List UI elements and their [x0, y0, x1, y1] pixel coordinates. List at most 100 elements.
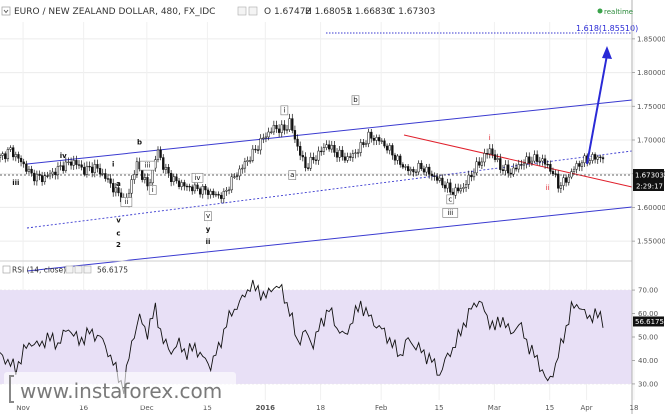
- rsi-tick-label: 70.00: [638, 287, 658, 295]
- candle: [499, 153, 502, 174]
- candle: [270, 127, 273, 135]
- candle: [325, 140, 328, 151]
- candle: [435, 172, 439, 184]
- candle: [233, 173, 236, 179]
- candle: [588, 158, 591, 166]
- rsi-hide-box[interactable]: [74, 265, 83, 274]
- candle: [162, 154, 165, 174]
- candle: [109, 174, 112, 188]
- candle: [399, 153, 402, 168]
- candle: [170, 170, 173, 187]
- candle: [320, 146, 323, 156]
- candle: [77, 160, 81, 169]
- candle: [533, 150, 536, 164]
- candle: [443, 181, 447, 193]
- rsi-remove-box[interactable]: [83, 265, 92, 274]
- candle: [238, 165, 241, 181]
- candle: [449, 178, 452, 197]
- candle: [512, 163, 515, 177]
- hide-box[interactable]: [248, 6, 258, 16]
- candle: [470, 170, 473, 182]
- candle: [35, 170, 39, 186]
- candle: [133, 170, 136, 184]
- candle: [406, 164, 410, 175]
- candle: [343, 152, 347, 164]
- rsi-collapse-toggle[interactable]: [2, 265, 11, 274]
- collapse-toggle[interactable]: [1, 6, 11, 16]
- candle: [575, 160, 578, 174]
- candle: [212, 188, 215, 198]
- wave-label: y: [206, 226, 211, 234]
- low-value: L 1.66830: [347, 7, 392, 17]
- candle: [559, 182, 563, 193]
- wave-label: ii: [120, 197, 133, 207]
- candle: [106, 173, 110, 183]
- candle: [525, 152, 528, 169]
- candle: [593, 152, 597, 164]
- svg-text:56.6175: 56.6175: [635, 318, 664, 326]
- candle: [33, 169, 36, 186]
- chart-header: EURO / NEW ZEALAND DOLLAR, 480, FX_IDC O…: [1, 6, 633, 17]
- settings-box[interactable]: [237, 6, 247, 16]
- rsi-tick-label: 40.00: [638, 357, 658, 365]
- candle: [554, 170, 557, 178]
- candle: [48, 170, 52, 180]
- candle: [67, 157, 70, 166]
- wave-label: iii: [139, 160, 156, 171]
- wave-label: v: [116, 216, 121, 224]
- candle: [201, 184, 204, 199]
- candle: [599, 154, 602, 163]
- candle: [80, 160, 83, 171]
- candle: [375, 134, 378, 146]
- wave-label: c: [116, 230, 120, 238]
- candle: [301, 150, 304, 162]
- chevron-down-icon: [3, 9, 9, 14]
- svg-text:iv: iv: [194, 174, 200, 182]
- candle: [546, 160, 549, 169]
- candle: [385, 143, 389, 154]
- candle: [551, 167, 555, 176]
- candle: [338, 146, 341, 162]
- candle: [259, 134, 262, 155]
- watermark-bracket-icon: [9, 375, 14, 403]
- svg-text:c: c: [448, 195, 452, 203]
- candle: [330, 140, 333, 153]
- candle: [167, 163, 170, 178]
- candle: [491, 144, 494, 159]
- candle: [438, 174, 441, 183]
- candle: [309, 152, 312, 171]
- svg-text:iv: iv: [60, 152, 67, 160]
- svg-text:y: y: [206, 226, 211, 234]
- candle: [549, 160, 552, 175]
- candle: [46, 171, 49, 179]
- candle: [62, 161, 65, 174]
- candle: [130, 175, 133, 198]
- candle: [536, 150, 539, 166]
- rsi-settings-box[interactable]: [65, 265, 74, 274]
- candle: [454, 183, 457, 199]
- candle: [362, 139, 365, 148]
- candle: [222, 188, 225, 204]
- wave-label: ii: [206, 238, 211, 246]
- candle: [509, 168, 512, 178]
- svg-text:iii: iii: [145, 162, 151, 170]
- candle: [275, 120, 278, 133]
- price-tick-label: 1.85000: [637, 35, 665, 43]
- candle: [396, 153, 399, 165]
- svg-text:i: i: [283, 106, 285, 114]
- svg-text:ii: ii: [546, 184, 550, 192]
- candle: [251, 145, 254, 163]
- candle: [227, 186, 231, 195]
- candle: [146, 173, 149, 191]
- candle: [356, 148, 360, 158]
- candle: [56, 162, 60, 180]
- candle: [580, 160, 584, 172]
- candle: [562, 174, 565, 191]
- candle: [114, 183, 118, 197]
- candle: [464, 179, 468, 192]
- candle: [214, 191, 218, 198]
- candle: [507, 160, 510, 178]
- candle: [209, 188, 212, 199]
